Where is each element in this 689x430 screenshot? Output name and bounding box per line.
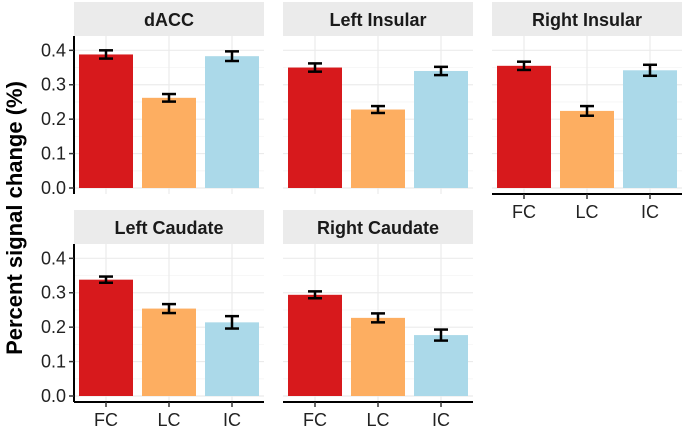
- x-tick-label: FC: [303, 410, 327, 430]
- bar-fc: [288, 67, 342, 188]
- bar-lc: [351, 109, 405, 188]
- x-tick-label: FC: [512, 202, 536, 222]
- bar-fc: [79, 54, 133, 189]
- bar-ic: [623, 70, 677, 188]
- x-tick-label: LC: [575, 202, 598, 222]
- y-axis-title: Percent signal change (%): [2, 81, 27, 355]
- panel-title: dACC: [144, 10, 194, 30]
- panel-title: Left Caudate: [114, 218, 223, 238]
- y-tick-label: 0.4: [41, 40, 66, 60]
- bar-ic: [414, 335, 468, 396]
- x-tick-label: LC: [157, 410, 180, 430]
- bar-fc: [288, 294, 342, 396]
- x-tick-label: IC: [432, 410, 450, 430]
- y-tick-label: 0.3: [41, 75, 66, 95]
- y-tick-label: 0.3: [41, 283, 66, 303]
- bar-fc: [497, 65, 551, 188]
- x-tick-label: FC: [94, 410, 118, 430]
- bar-lc: [142, 308, 196, 396]
- bar-ic: [414, 70, 468, 188]
- bar-lc: [142, 97, 196, 188]
- panel-title: Right Insular: [532, 10, 642, 30]
- panel-strip: [283, 210, 473, 244]
- bar-ic: [205, 322, 259, 396]
- bar-ic: [205, 56, 259, 188]
- panel-title: Right Caudate: [317, 218, 439, 238]
- panel-strip: [283, 2, 473, 36]
- x-tick-label: LC: [366, 410, 389, 430]
- bar-fc: [79, 279, 133, 396]
- y-tick-label: 0.4: [41, 248, 66, 268]
- x-tick-label: IC: [223, 410, 241, 430]
- y-tick-label: 0.0: [41, 386, 66, 406]
- y-tick-label: 0.1: [41, 352, 66, 372]
- bar-lc: [560, 110, 614, 188]
- panel-title: Left Insular: [329, 10, 426, 30]
- y-tick-label: 0.2: [41, 109, 66, 129]
- panel-strip: [74, 2, 264, 36]
- y-tick-label: 0.1: [41, 144, 66, 164]
- y-tick-label: 0.0: [41, 178, 66, 198]
- x-tick-label: IC: [641, 202, 659, 222]
- bar-lc: [351, 317, 405, 396]
- y-tick-label: 0.2: [41, 317, 66, 337]
- panel-strip: [74, 210, 264, 244]
- panel-strip: [492, 2, 682, 36]
